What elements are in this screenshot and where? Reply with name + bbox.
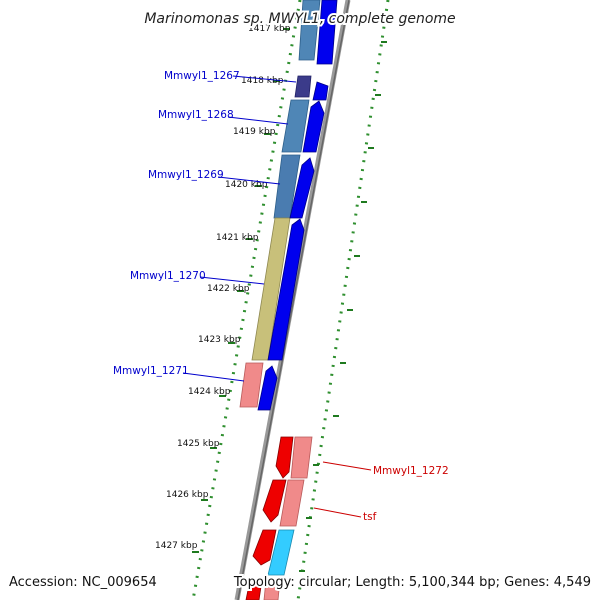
tick-labels: 1417 kbp 1418 kbp 1419 kbp 1420 kbp 1421… [155,24,291,551]
gene-bar-tsf [279,479,305,527]
inner-ruler-ticks [192,28,290,553]
gene-label-mmwyl1-1270[interactable]: Mmwyl1_1270 [130,270,206,282]
strand-track [245,0,338,600]
gene-arrow-tsf [262,479,287,523]
gene-bar-1267 [294,75,312,98]
accession-text: Accession: NC_009654 [9,575,157,590]
topology-text: Topology: circular; Length: 5,100,344 bp… [233,575,591,590]
gene-arrow-1268 [302,100,325,153]
gene-label-mmwyl1-1272[interactable]: Mmwyl1_1272 [373,465,449,477]
gene-label-mmwyl1-1268[interactable]: Mmwyl1_1268 [158,109,234,121]
gene-bar-1268 [281,99,310,153]
gene-arrow-1266 [316,0,338,65]
outer-ruler [191,0,390,600]
tick-label: 1423 kbp [198,335,241,345]
gene-arrow-next-2 [245,579,263,600]
tick-label: 1424 kbp [188,387,231,397]
map-title: Marinomonas sp. MWYL1, complete genome [144,11,455,27]
gene-bar-next [267,529,295,576]
gene-arrow-1269 [289,157,315,219]
tick-label: 1422 kbp [207,284,250,294]
backbone-shade [237,0,350,600]
gene-bar-next-2 [263,579,281,600]
tick-label: 1420 kbp [225,180,268,190]
tick-label: 1419 kbp [233,127,276,137]
gene-bar-1266 [298,0,321,61]
gene-label-mmwyl1-1267[interactable]: Mmwyl1_1267 [164,70,240,82]
gene-bar-1271 [239,362,264,408]
outer-ruler-line [296,0,390,600]
gene-bar-1272 [290,436,313,479]
tick-label: 1425 kbp [177,439,220,449]
tick-label: 1417 kbp [248,24,291,34]
tick-label: 1426 kbp [166,490,209,500]
gene-label-mmwyl1-1271[interactable]: Mmwyl1_1271 [113,365,189,377]
outer-ruler-dashes [299,41,387,572]
gene-arrow-next [252,529,277,566]
gene-label-mmwyl1-1269[interactable]: Mmwyl1_1269 [148,169,224,181]
tick-label: 1427 kbp [155,541,198,551]
gene-labels: Mmwyl1_1267 Mmwyl1_1268 Mmwyl1_1269 Mmwy… [113,70,449,523]
tick-label: 1421 kbp [216,233,259,243]
gene-arrow-1271 [257,365,278,411]
gene-arrow-1272 [275,436,294,479]
gene-arrow-1270 [267,218,305,361]
tick-label: 1418 kbp [241,76,284,86]
gene-label-tsf[interactable]: tsf [363,511,377,523]
gene-leader-lines [182,75,372,518]
gene-arrow-1267 [312,81,329,101]
